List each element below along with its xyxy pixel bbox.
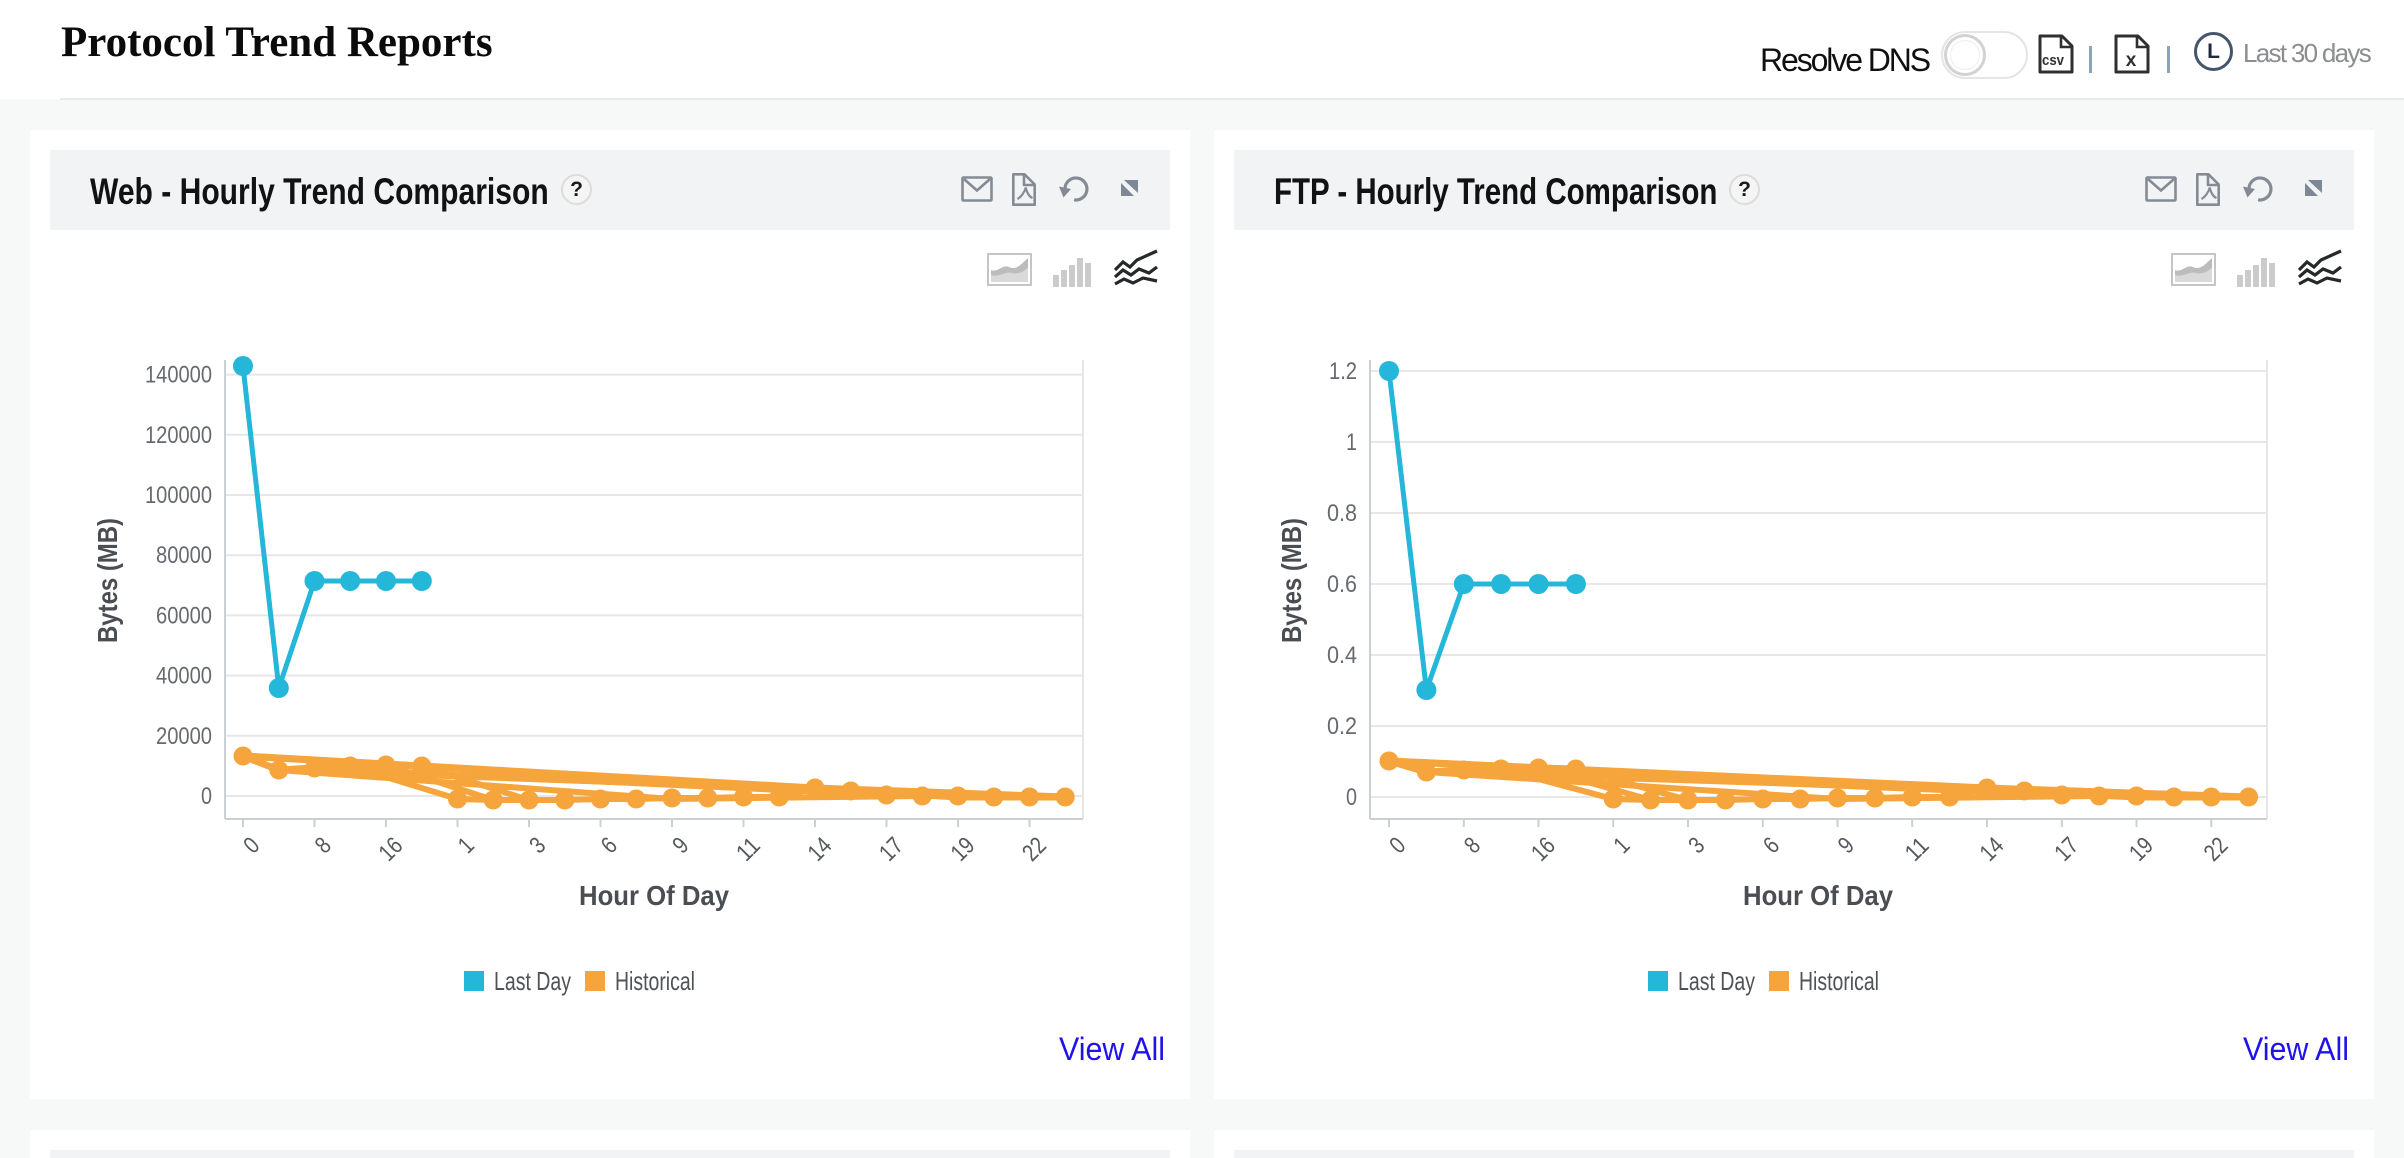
svg-text:Last Day: Last Day (494, 966, 571, 996)
svg-text:140000: 140000 (145, 362, 212, 389)
svg-text:1: 1 (1346, 429, 1357, 456)
svg-text:0.4: 0.4 (1327, 642, 1357, 669)
svg-text:60000: 60000 (156, 602, 212, 629)
svg-text:16: 16 (374, 832, 409, 867)
svg-text:3: 3 (524, 832, 551, 859)
svg-text:6: 6 (1758, 832, 1785, 859)
svg-text:0: 0 (1384, 832, 1411, 859)
svg-text:20000: 20000 (156, 723, 212, 750)
svg-text:40000: 40000 (156, 663, 212, 690)
svg-text:Bytes (MB): Bytes (MB) (92, 518, 123, 643)
svg-text:Historical: Historical (1799, 966, 1879, 996)
svg-text:17: 17 (2049, 832, 2084, 867)
svg-text:0.8: 0.8 (1327, 500, 1357, 527)
svg-text:0.6: 0.6 (1327, 571, 1357, 598)
svg-text:22: 22 (1017, 832, 1052, 867)
svg-text:16: 16 (1526, 832, 1561, 867)
svg-text:14: 14 (803, 832, 838, 867)
svg-text:100000: 100000 (145, 482, 212, 509)
svg-text:Last Day: Last Day (1678, 966, 1755, 996)
svg-text:19: 19 (946, 832, 981, 867)
svg-text:8: 8 (310, 832, 337, 859)
svg-text:View All: View All (1059, 1031, 1165, 1067)
svg-text:1.2: 1.2 (1329, 358, 1357, 385)
svg-text:22: 22 (2199, 832, 2234, 867)
svg-text:80000: 80000 (156, 542, 212, 569)
svg-text:0: 0 (1346, 784, 1357, 811)
svg-text:View All: View All (2243, 1031, 2349, 1067)
svg-text:6: 6 (596, 832, 623, 859)
svg-text:9: 9 (667, 832, 694, 859)
svg-text:0: 0 (238, 832, 265, 859)
svg-text:11: 11 (731, 832, 766, 867)
svg-text:x: x (2126, 50, 2137, 71)
svg-text:17: 17 (874, 832, 909, 867)
svg-text:0.2: 0.2 (1327, 713, 1357, 740)
svg-text:Hour Of Day: Hour Of Day (579, 880, 729, 911)
svg-text:19: 19 (2124, 832, 2159, 867)
svg-text:csv: csv (2042, 52, 2065, 69)
svg-text:120000: 120000 (145, 422, 212, 449)
svg-text:11: 11 (1900, 832, 1935, 867)
svg-text:Hour Of Day: Hour Of Day (1743, 880, 1893, 911)
svg-text:9: 9 (1833, 832, 1860, 859)
svg-text:8: 8 (1459, 832, 1486, 859)
svg-text:Bytes (MB): Bytes (MB) (1276, 518, 1307, 643)
svg-text:Historical: Historical (615, 966, 695, 996)
svg-text:3: 3 (1683, 832, 1710, 859)
svg-text:1: 1 (453, 832, 480, 859)
svg-text:1: 1 (1609, 832, 1636, 859)
svg-text:0: 0 (201, 783, 212, 810)
svg-text:14: 14 (1975, 832, 2010, 867)
